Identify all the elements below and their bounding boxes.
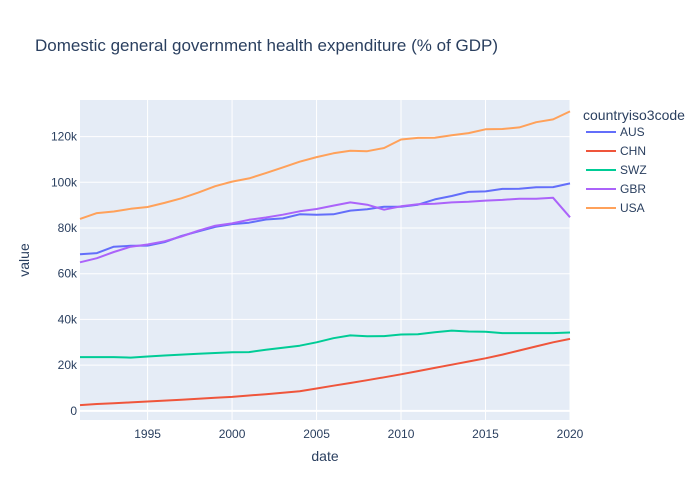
legend-items[interactable]: AUS CHN SWZ GBR USA bbox=[586, 125, 647, 215]
x-axis-title: date bbox=[311, 448, 338, 464]
series-line-swz[interactable] bbox=[80, 329, 571, 359]
y-tick-label: 100k bbox=[51, 175, 78, 189]
gridlines bbox=[80, 100, 571, 420]
series-line-chn[interactable] bbox=[79, 337, 571, 407]
legend-label: GBR bbox=[620, 182, 646, 196]
legend-item-gbr[interactable]: GBR bbox=[586, 182, 646, 196]
series-line-gbr[interactable] bbox=[79, 196, 571, 264]
legend-item-swz[interactable]: SWZ bbox=[586, 163, 647, 177]
x-tick-label: 2020 bbox=[557, 427, 584, 441]
x-tick-label: 2015 bbox=[472, 427, 499, 441]
legend-label: AUS bbox=[620, 125, 645, 139]
legend-label: CHN bbox=[620, 144, 646, 158]
x-tick-label: 2005 bbox=[303, 427, 330, 441]
y-tick-label: 60k bbox=[58, 267, 78, 281]
plot-area bbox=[80, 100, 570, 420]
legend-item-usa[interactable]: USA bbox=[586, 201, 645, 215]
legend-label: SWZ bbox=[620, 163, 647, 177]
y-tick-label: 80k bbox=[58, 221, 78, 235]
y-axis-title: value bbox=[16, 243, 32, 277]
legend-label: USA bbox=[620, 201, 645, 215]
x-tick-label: 2010 bbox=[388, 427, 415, 441]
chart-title: Domestic general government health expen… bbox=[35, 36, 498, 55]
x-tick-label: 1995 bbox=[134, 427, 161, 441]
series-line-usa[interactable] bbox=[79, 110, 571, 220]
series-lines bbox=[79, 110, 571, 407]
axis-ticks: 1995 2000 2005 2010 2015 2020 0 20k 40k 60k 80k 100… bbox=[51, 130, 584, 441]
legend-title: countryiso3code bbox=[583, 107, 685, 123]
y-tick-label: 20k bbox=[58, 358, 78, 372]
y-tick-label: 40k bbox=[58, 312, 78, 326]
legend-item-aus[interactable]: AUS bbox=[586, 125, 645, 139]
y-tick-label: 0 bbox=[70, 404, 77, 418]
legend-item-chn[interactable]: CHN bbox=[586, 144, 646, 158]
y-tick-label: 120k bbox=[51, 130, 78, 144]
legend[interactable]: countryiso3code AUS CHN SWZ GBR USA bbox=[583, 107, 685, 215]
x-tick-label: 2000 bbox=[219, 427, 246, 441]
